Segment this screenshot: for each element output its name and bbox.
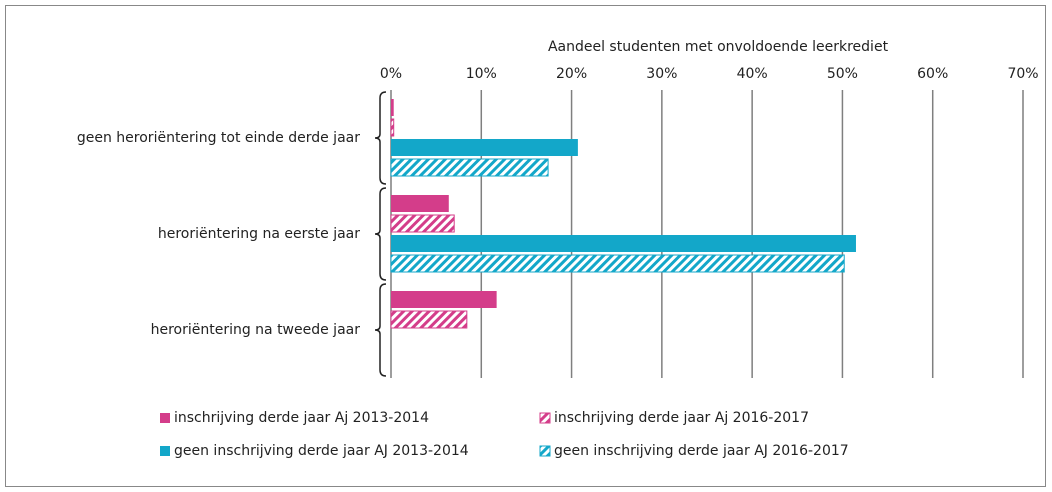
legend-label: inschrijving derde jaar Aj 2013-2014	[174, 410, 429, 426]
bar	[390, 214, 455, 233]
x-tick-label: 20%	[556, 66, 587, 82]
legend-swatch	[539, 412, 551, 424]
axis-title: Aandeel studenten met onvoldoende leerkr…	[548, 39, 889, 55]
bar	[390, 310, 468, 329]
x-tick-label: 40%	[737, 66, 768, 82]
bar	[391, 139, 578, 156]
bar	[391, 291, 497, 308]
x-tick-label: 0%	[380, 66, 402, 82]
legend-swatch	[539, 445, 551, 457]
x-tick-label: 10%	[466, 66, 497, 82]
x-tick-label: 50%	[827, 66, 858, 82]
y-tick-label: heroriëntering na tweede jaar	[151, 322, 361, 338]
x-tick-label: 30%	[646, 66, 677, 82]
x-tick-label: 70%	[1007, 66, 1038, 82]
bar	[390, 118, 395, 137]
brace	[374, 187, 387, 281]
y-tick-label: geen heroriëntering tot einde derde jaar	[77, 130, 360, 146]
bar	[391, 99, 394, 116]
brace	[374, 283, 387, 377]
brace	[374, 91, 387, 185]
bar	[391, 235, 856, 252]
bar	[391, 195, 449, 212]
bar	[390, 158, 549, 177]
legend-swatch	[160, 413, 170, 423]
bar	[390, 254, 845, 273]
legend-label: geen inschrijving derde jaar AJ 2013-201…	[174, 443, 469, 459]
legend-label: inschrijving derde jaar Aj 2016-2017	[554, 410, 809, 426]
x-tick-label: 60%	[917, 66, 948, 82]
legend-swatch	[160, 446, 170, 456]
legend-label: geen inschrijving derde jaar AJ 2016-201…	[554, 443, 849, 459]
y-tick-label: heroriëntering na eerste jaar	[158, 226, 360, 242]
